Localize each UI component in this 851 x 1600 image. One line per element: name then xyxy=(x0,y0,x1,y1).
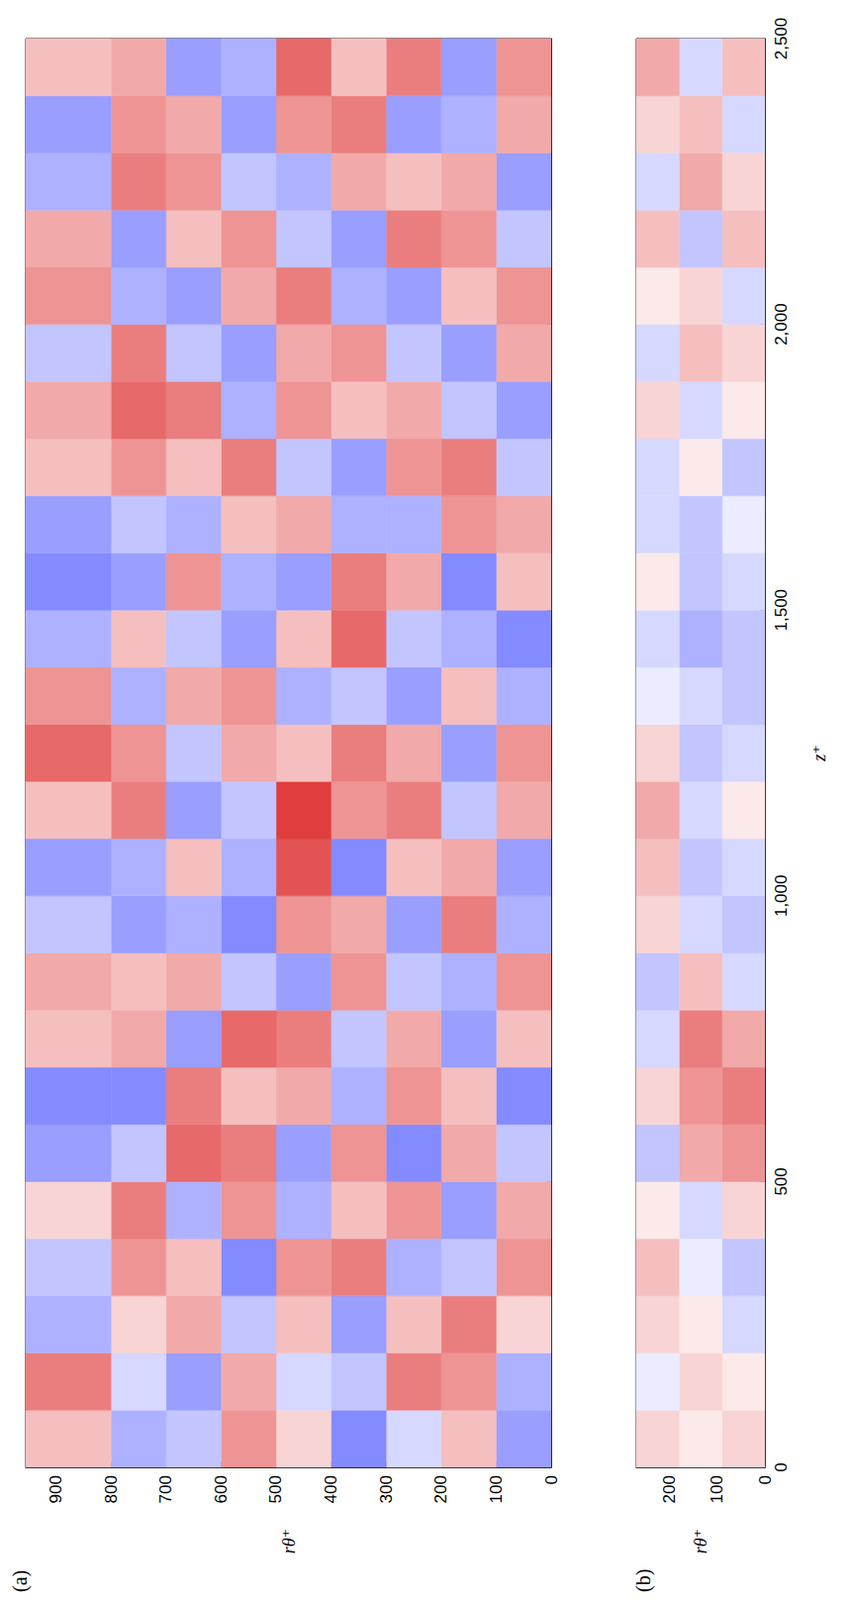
svg-text:rθ⁺: rθ⁺ xyxy=(690,1527,711,1553)
svg-text:600: 600 xyxy=(211,1474,231,1503)
svg-text:300: 300 xyxy=(377,1474,396,1503)
svg-text:(a): (a) xyxy=(8,1569,32,1592)
svg-text:0: 0 xyxy=(756,1474,775,1484)
svg-text:200: 200 xyxy=(431,1474,451,1503)
svg-text:200: 200 xyxy=(660,1474,679,1503)
svg-text:100: 100 xyxy=(486,1474,506,1503)
svg-text:1,500: 1,500 xyxy=(771,588,791,632)
svg-text:700: 700 xyxy=(156,1474,176,1503)
svg-text:900: 900 xyxy=(46,1474,66,1503)
svg-text:1,000: 1,000 xyxy=(771,874,791,918)
svg-text:2,500: 2,500 xyxy=(771,17,791,61)
svg-text:(b): (b) xyxy=(632,1568,656,1592)
svg-text:z⁺: z⁺ xyxy=(809,744,830,762)
svg-text:2,000: 2,000 xyxy=(771,302,791,346)
svg-text:rθ⁺: rθ⁺ xyxy=(279,1527,299,1553)
svg-text:0: 0 xyxy=(542,1474,562,1484)
svg-text:0: 0 xyxy=(771,1461,791,1471)
svg-text:800: 800 xyxy=(101,1474,121,1503)
svg-text:400: 400 xyxy=(321,1474,341,1503)
svg-text:500: 500 xyxy=(266,1474,285,1503)
svg-text:500: 500 xyxy=(771,1166,791,1195)
svg-text:100: 100 xyxy=(707,1474,727,1503)
